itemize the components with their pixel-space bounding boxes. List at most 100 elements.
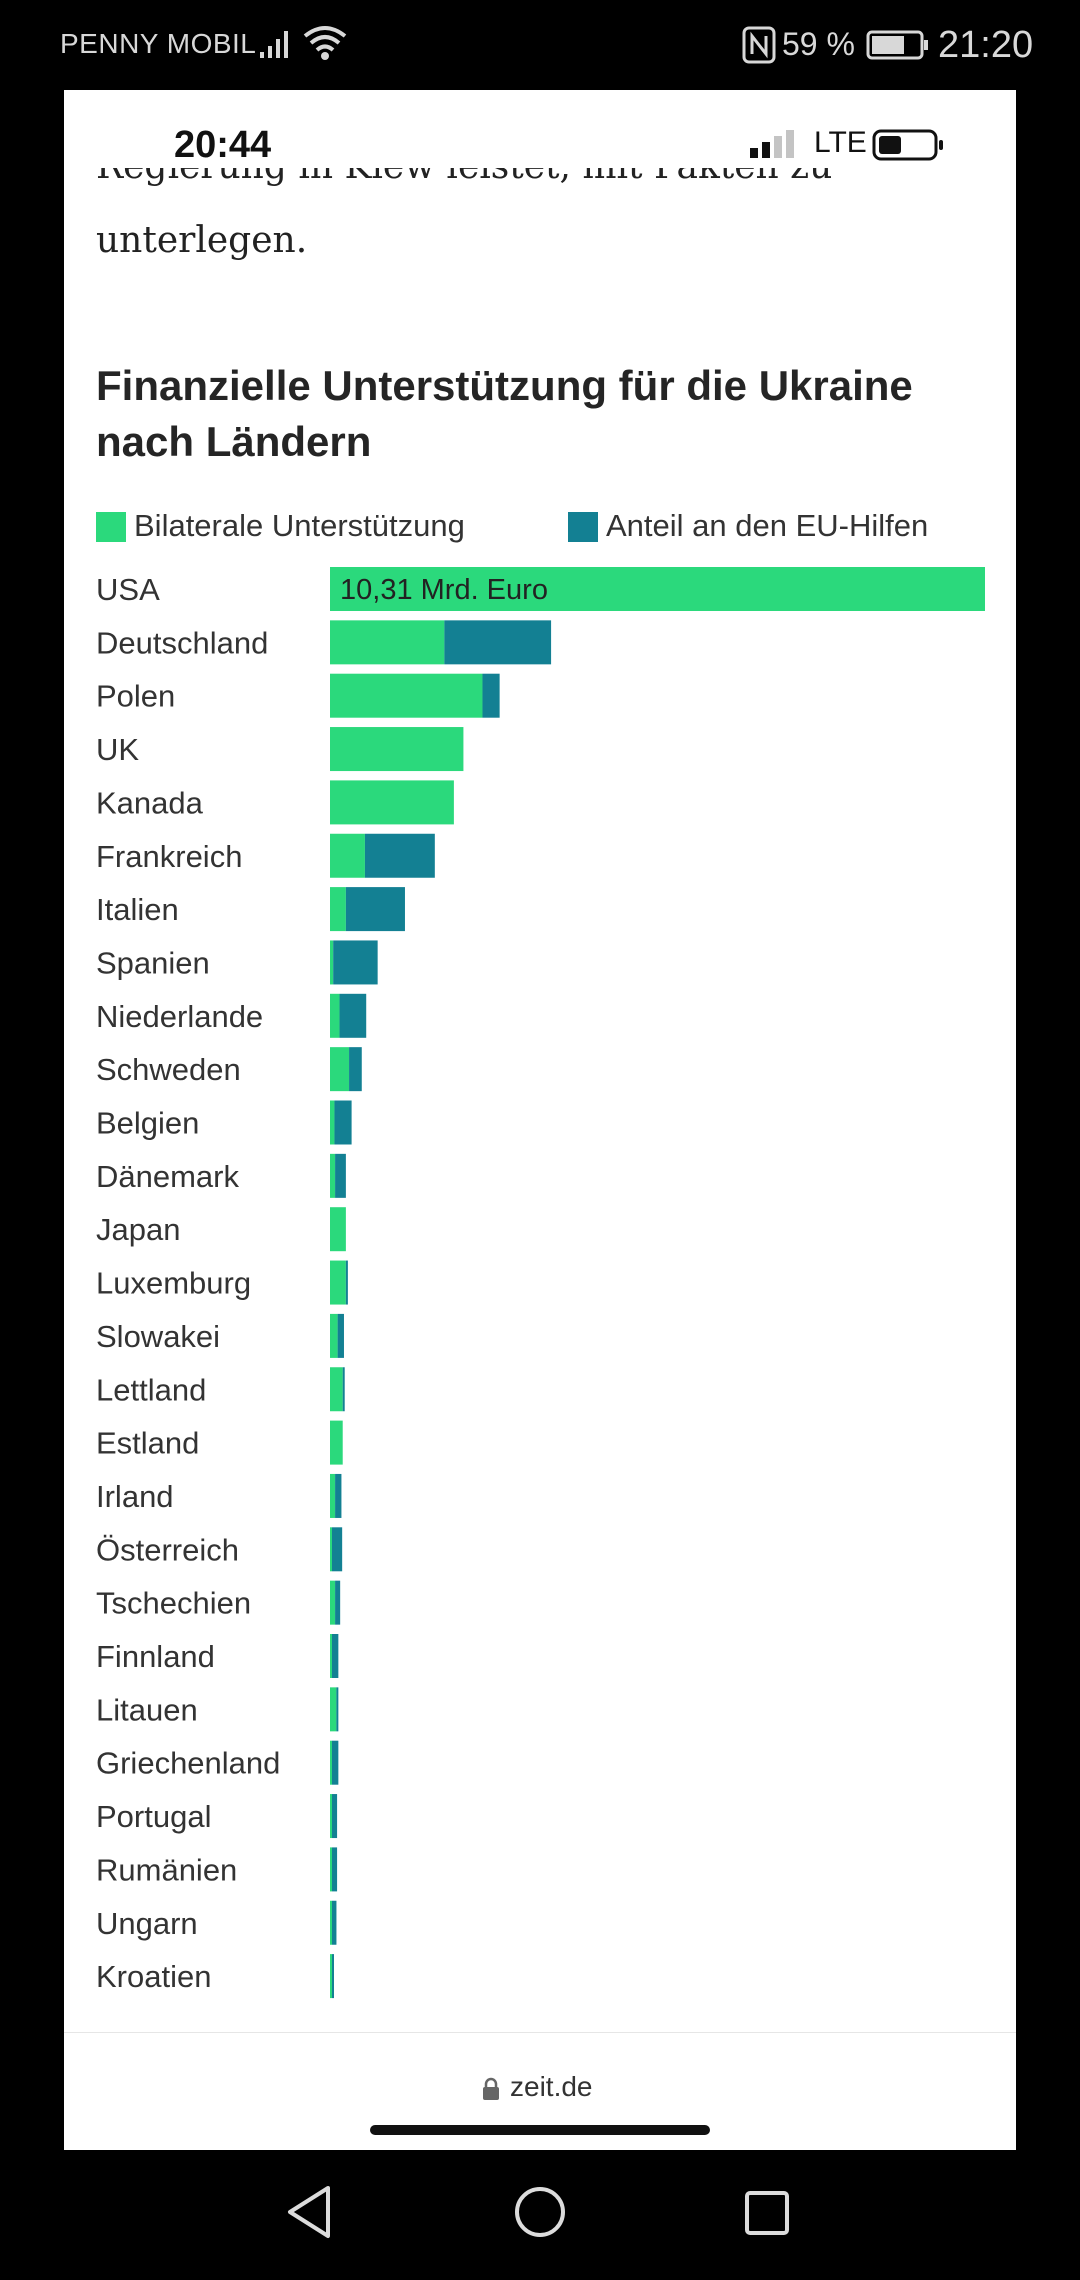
category-label-kanada: Kanada (96, 785, 204, 820)
screenshot-panel: 20:44 LTE Regierung in Kiew leistet, mit… (64, 90, 1016, 2150)
carrier-name: PENNY MOBIL (60, 28, 257, 59)
bar-polen-eu (482, 673, 500, 718)
bar-dänemark-eu (335, 1153, 346, 1198)
legend-swatch-eu (568, 512, 598, 542)
category-label-rumänien: Rumänien (96, 1852, 237, 1887)
bar-niederlande-eu (339, 993, 367, 1038)
bar-belgien-eu (334, 1100, 352, 1145)
bar-litauen-eu (336, 1687, 339, 1732)
bar-polen-bilateral (330, 673, 483, 718)
bar-österreich-eu (332, 1527, 343, 1572)
category-label-irland: Irland (96, 1479, 174, 1514)
bar-ungarn-eu (332, 1900, 337, 1945)
category-label-italien: Italien (96, 892, 179, 927)
category-label-belgien: Belgien (96, 1106, 199, 1141)
nfc-icon (742, 26, 776, 64)
lock-icon (483, 2077, 499, 2100)
category-label-polen: Polen (96, 679, 175, 714)
site-url[interactable]: zeit.de (510, 2071, 593, 2102)
bar-luxemburg-bilateral (330, 1260, 346, 1305)
category-label-kroatien: Kroatien (96, 1959, 211, 1994)
bar-usa-bilateral (330, 567, 985, 611)
bar-niederlande-bilateral (330, 993, 340, 1038)
bar-rumänien-eu (332, 1847, 338, 1892)
bar-litauen-bilateral (330, 1687, 337, 1732)
category-label-usa: USA (96, 572, 160, 607)
category-label-luxemburg: Luxemburg (96, 1266, 251, 1301)
legend-label-bilateral: Bilaterale Unterstützung (134, 508, 465, 543)
bar-deutschland-bilateral (330, 620, 445, 665)
home-icon[interactable] (514, 2186, 566, 2238)
category-label-portugal: Portugal (96, 1799, 211, 1834)
bar-italien-eu (345, 887, 405, 932)
bar-finnland-bilateral (330, 1634, 332, 1678)
bar-ungarn-bilateral (330, 1900, 332, 1945)
bar-lettland-bilateral (330, 1367, 343, 1412)
category-label-niederlande: Niederlande (96, 999, 263, 1034)
bar-kanada-bilateral (330, 780, 454, 825)
bar-finnland-eu (332, 1634, 339, 1678)
article-text-cut-span: Regierung in Kiew leistet, mit Fakten zu (96, 168, 832, 187)
system-status-bar: PENNY MOBIL 59 % 21:20 (0, 0, 1080, 90)
bar-spanien-eu (333, 940, 378, 985)
bar-griechenland-bilateral (330, 1740, 332, 1785)
inner-status-time: 20:44 (174, 124, 272, 166)
bar-kroatien-eu (332, 1954, 334, 1999)
bar-estland-bilateral (330, 1420, 343, 1465)
bar-deutschland-eu (444, 620, 552, 665)
recent-apps-icon[interactable] (744, 2190, 790, 2236)
legend-swatch-bilateral (96, 512, 126, 542)
bar-portugal-eu (332, 1794, 338, 1839)
category-label-schweden: Schweden (96, 1052, 241, 1087)
bar-dänemark-bilateral (330, 1153, 336, 1198)
bar-slowakei-bilateral (330, 1313, 338, 1358)
clock: 21:20 (938, 24, 1034, 66)
bar-kroatien-bilateral (330, 1954, 332, 1999)
category-label-slowakei: Slowakei (96, 1319, 220, 1354)
category-label-estland: Estland (96, 1426, 199, 1461)
battery-icon (866, 30, 928, 60)
bar-belgien-bilateral (330, 1100, 335, 1145)
bar-uk-bilateral (330, 727, 464, 772)
network-type: LTE (814, 126, 867, 159)
category-label-spanien: Spanien (96, 945, 210, 980)
category-label-litauen: Litauen (96, 1692, 198, 1727)
back-icon[interactable] (284, 2184, 336, 2240)
browser-bottom-bar[interactable]: zeit.de (64, 2032, 1016, 2150)
bar-schweden-bilateral (330, 1047, 350, 1092)
category-label-tschechien: Tschechien (96, 1586, 251, 1621)
bar-frankreich-bilateral (330, 833, 365, 878)
category-label-finnland: Finnland (96, 1639, 215, 1674)
category-label-lettland: Lettland (96, 1372, 206, 1407)
bar-spanien-bilateral (330, 940, 334, 985)
bar-japan-bilateral (330, 1207, 346, 1252)
article-text-cut-line: Regierung in Kiew leistet, mit Fakten zu (96, 168, 996, 198)
legend-label-eu: Anteil an den EU-Hilfen (606, 508, 929, 543)
category-label-frankreich: Frankreich (96, 839, 242, 874)
battery-icon (872, 129, 943, 161)
bar-irland-bilateral (330, 1473, 336, 1518)
bar-irland-eu (335, 1473, 342, 1518)
bar-frankreich-eu (364, 833, 435, 878)
category-label-ungarn: Ungarn (96, 1906, 198, 1941)
bar-griechenland-eu (332, 1740, 339, 1785)
category-label-japan: Japan (96, 1212, 180, 1247)
bar-tschechien-eu (335, 1580, 341, 1625)
bar-luxemburg-eu (345, 1260, 348, 1305)
battery-percentage: 59 % (782, 26, 855, 62)
category-label-uk: UK (96, 732, 139, 767)
bar-slowakei-eu (337, 1313, 344, 1358)
bar-chart: USA Deutschland Polen UK Kanada Frankreich Ita… (96, 567, 985, 1999)
category-label-deutschland: Deutschland (96, 625, 268, 660)
article-text-line: unterlegen. (96, 220, 308, 261)
bar-schweden-eu (349, 1047, 362, 1092)
bar-österreich-bilateral (330, 1527, 332, 1572)
data-label-usa: 10,31 Mrd. Euro (340, 574, 548, 606)
category-label-griechenland: Griechenland (96, 1746, 280, 1781)
category-label-dänemark: Dänemark (96, 1159, 239, 1194)
signal-icon (260, 31, 288, 58)
bar-portugal-bilateral (330, 1794, 332, 1839)
home-indicator[interactable] (370, 2125, 710, 2135)
cellular-signal-icon (750, 130, 794, 158)
chart-title: Finanzielle Unterstützung für die Ukrain… (96, 362, 913, 465)
